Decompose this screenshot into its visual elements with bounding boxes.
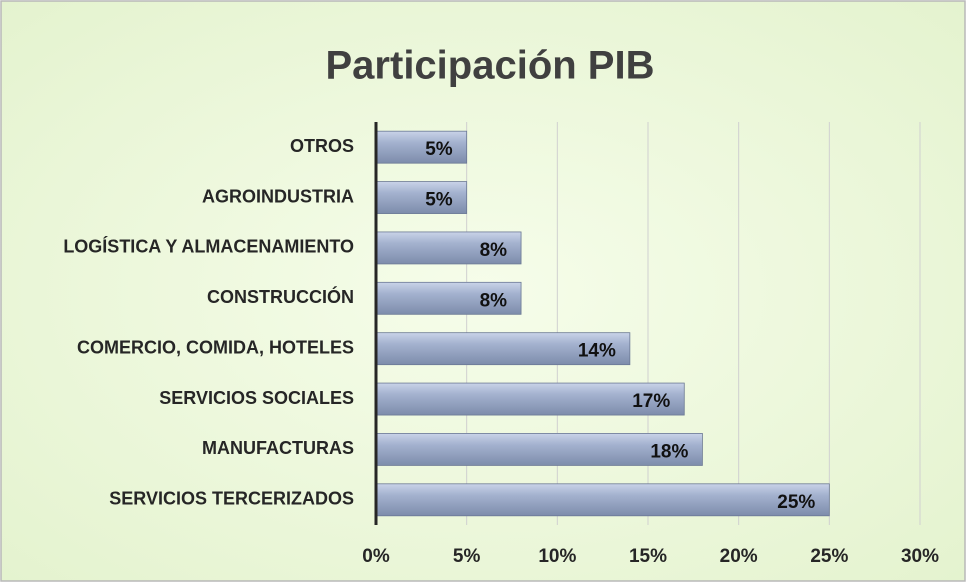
data-label: 25% bbox=[777, 492, 815, 513]
data-label: 8% bbox=[480, 290, 508, 311]
y-tick-label: COMERCIO, COMIDA, HOTELES bbox=[77, 337, 354, 357]
data-label: 18% bbox=[650, 441, 688, 462]
y-tick-label: MANUFACTURAS bbox=[202, 438, 354, 458]
data-label: 14% bbox=[578, 341, 616, 362]
y-tick-label: LOGÍSTICA Y ALMACENAMIENTO bbox=[63, 236, 354, 257]
bar bbox=[375, 281, 522, 315]
x-tick-label: 10% bbox=[538, 546, 576, 567]
y-tick-label: SERVICIOS SOCIALES bbox=[159, 388, 354, 408]
y-tick-label: SERVICIOS TERCERIZADOS bbox=[109, 489, 354, 509]
data-label: 5% bbox=[425, 190, 453, 211]
y-tick-label: AGROINDUSTRIA bbox=[202, 186, 354, 206]
bar bbox=[375, 181, 468, 214]
bar bbox=[375, 382, 685, 416]
data-label: 8% bbox=[480, 240, 508, 261]
y-tick-label: CONSTRUCCIÓN bbox=[207, 286, 354, 307]
bar bbox=[375, 231, 522, 265]
x-tick-label: 30% bbox=[901, 546, 939, 567]
data-label: 5% bbox=[425, 139, 453, 160]
x-tick-label: 15% bbox=[629, 546, 667, 567]
bar bbox=[375, 483, 830, 517]
x-tick-label: 5% bbox=[453, 546, 481, 567]
x-tick-label: 20% bbox=[720, 546, 758, 567]
chart-title: Participación PIB bbox=[326, 44, 655, 88]
x-tick-label: 0% bbox=[362, 546, 390, 567]
bar bbox=[375, 433, 703, 466]
y-tick-label: OTROS bbox=[290, 136, 354, 156]
data-label: 17% bbox=[632, 391, 670, 412]
x-tick-label: 25% bbox=[810, 546, 848, 567]
bar bbox=[375, 130, 468, 164]
